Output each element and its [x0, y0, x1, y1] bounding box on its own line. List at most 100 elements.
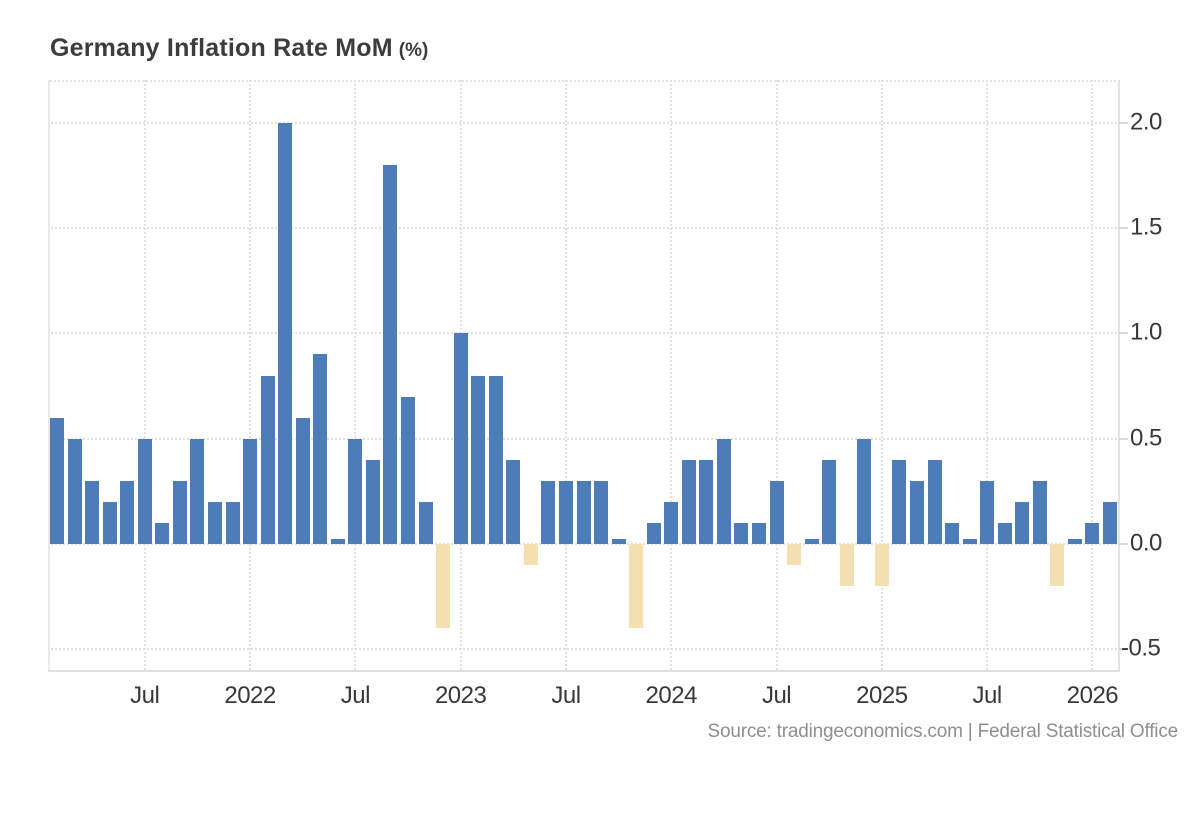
- h-gridline: [48, 227, 1120, 230]
- y-tick-label: 0.0: [1130, 529, 1162, 557]
- y-axis-tick: [1118, 648, 1128, 651]
- h-gridline: [48, 648, 1120, 651]
- bar[interactable]: [401, 396, 415, 544]
- bar[interactable]: [787, 544, 802, 566]
- x-tick-label: Jul: [972, 682, 1003, 709]
- bar[interactable]: [50, 417, 64, 544]
- x-tick-label: 2025: [856, 682, 908, 709]
- bar[interactable]: [857, 438, 872, 544]
- y-tick-label: 0.5: [1130, 424, 1162, 452]
- source-text: Source: tradingeconomics.com | Federal S…: [707, 721, 1178, 742]
- x-axis-line: [48, 670, 1120, 672]
- bar[interactable]: [962, 539, 977, 544]
- bar[interactable]: [207, 501, 222, 544]
- bar[interactable]: [839, 544, 854, 587]
- bar[interactable]: [1032, 480, 1047, 544]
- bar[interactable]: [611, 539, 626, 544]
- v-gridline: [564, 80, 567, 670]
- x-tick-label: 2022: [224, 682, 276, 709]
- bar[interactable]: [243, 438, 258, 544]
- bar[interactable]: [190, 438, 205, 544]
- h-gridline: [48, 437, 1120, 440]
- bar[interactable]: [804, 539, 819, 544]
- y-axis-line-right: [1118, 80, 1120, 672]
- y-axis-tick: [1118, 227, 1128, 230]
- bar[interactable]: [681, 459, 696, 544]
- bar[interactable]: [1067, 539, 1082, 544]
- v-gridline: [143, 80, 146, 670]
- bar[interactable]: [1015, 501, 1030, 544]
- x-tick-label: Jul: [340, 682, 371, 709]
- v-gridline: [354, 80, 357, 670]
- bar[interactable]: [172, 480, 187, 544]
- chart-title-text: Germany Inflation Rate MoM: [50, 34, 393, 62]
- bar[interactable]: [313, 354, 328, 544]
- y-axis-tick: [1118, 437, 1128, 440]
- x-tick-label: Jul: [551, 682, 581, 709]
- bar[interactable]: [874, 544, 889, 587]
- x-tick-label: Jul: [130, 682, 160, 709]
- bar[interactable]: [260, 375, 275, 544]
- bar[interactable]: [1050, 544, 1065, 587]
- bar[interactable]: [594, 480, 609, 544]
- bar[interactable]: [330, 539, 345, 544]
- v-gridline: [670, 80, 673, 670]
- bar[interactable]: [418, 501, 433, 544]
- bar[interactable]: [383, 164, 398, 544]
- bar[interactable]: [488, 375, 503, 544]
- bar[interactable]: [67, 438, 82, 544]
- y-axis-tick: [1118, 543, 1128, 545]
- bar[interactable]: [102, 501, 117, 544]
- bar[interactable]: [752, 522, 766, 544]
- v-gridline: [249, 80, 252, 670]
- bar[interactable]: [348, 438, 363, 544]
- plot-top-border: [50, 80, 1120, 82]
- h-gridline: [48, 121, 1120, 124]
- bar[interactable]: [892, 459, 907, 544]
- bar[interactable]: [365, 459, 380, 544]
- y-axis-tick: [1118, 121, 1128, 124]
- v-gridline: [775, 80, 778, 670]
- bar[interactable]: [436, 544, 451, 629]
- bar[interactable]: [734, 522, 749, 544]
- bar[interactable]: [1103, 501, 1117, 544]
- x-tick-label: 2024: [645, 682, 698, 709]
- x-tick-label: Jul: [761, 682, 792, 709]
- bar[interactable]: [453, 333, 468, 544]
- bar[interactable]: [769, 480, 784, 544]
- bar[interactable]: [646, 522, 661, 544]
- bar[interactable]: [506, 459, 521, 544]
- bar[interactable]: [155, 522, 170, 544]
- bar[interactable]: [523, 544, 538, 566]
- bar[interactable]: [909, 480, 924, 544]
- bar[interactable]: [576, 480, 591, 544]
- bar[interactable]: [699, 459, 714, 544]
- bar[interactable]: [85, 480, 100, 544]
- bar[interactable]: [822, 459, 837, 544]
- bar[interactable]: [137, 438, 152, 544]
- x-tick-label: 2023: [434, 682, 487, 709]
- bar[interactable]: [541, 480, 556, 544]
- bar[interactable]: [278, 122, 293, 544]
- bar[interactable]: [927, 459, 942, 544]
- bar[interactable]: [295, 417, 310, 544]
- y-axis-line-left: [48, 80, 50, 670]
- chart-title-unit: (%): [398, 40, 429, 61]
- bar[interactable]: [120, 480, 135, 544]
- v-gridline: [986, 80, 989, 670]
- h-gridline: [48, 332, 1120, 335]
- bar[interactable]: [1085, 522, 1100, 544]
- bar[interactable]: [945, 522, 960, 544]
- y-tick-label: -0.5: [1121, 634, 1161, 662]
- bar[interactable]: [558, 480, 573, 544]
- bar[interactable]: [997, 522, 1012, 544]
- bar[interactable]: [471, 375, 486, 544]
- bar[interactable]: [980, 480, 995, 544]
- bar[interactable]: [225, 501, 240, 544]
- bar[interactable]: [629, 544, 644, 629]
- bar[interactable]: [716, 438, 731, 544]
- bar[interactable]: [664, 501, 679, 544]
- chart-title: Germany Inflation Rate MoM (%): [50, 34, 428, 63]
- v-gridline: [880, 80, 883, 670]
